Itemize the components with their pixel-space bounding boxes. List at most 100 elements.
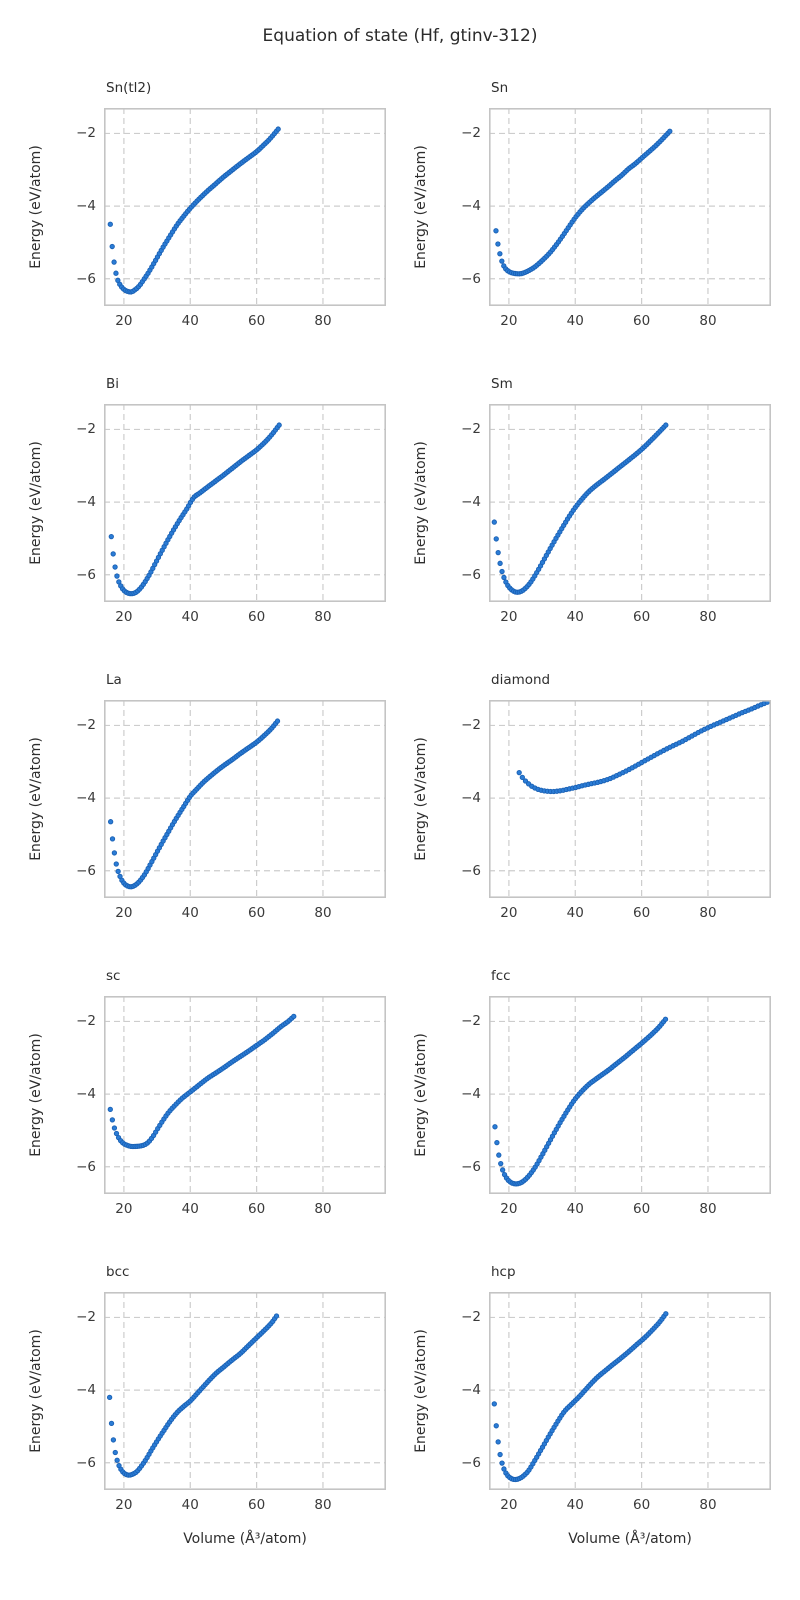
y-tick-label: −2 — [76, 421, 96, 438]
x-tick-label: 60 — [633, 1201, 651, 1217]
x-tick-label: 20 — [115, 609, 133, 625]
x-tick-label: 40 — [566, 609, 584, 625]
x-tick-label: 20 — [500, 609, 518, 625]
grid-lines — [489, 108, 771, 306]
y-tick-label: −6 — [461, 270, 481, 287]
x-tick-label: 40 — [181, 905, 199, 921]
plot-area — [489, 404, 771, 602]
x-tick-label: 80 — [314, 1497, 332, 1513]
axes-border — [489, 1292, 771, 1490]
y-axis-label: Energy (eV/atom) — [413, 441, 429, 565]
x-tick-label: 60 — [633, 1497, 651, 1513]
axes-border — [104, 1292, 386, 1490]
plot-area — [104, 1292, 386, 1490]
subplot-title: Sn(tl2) — [106, 80, 152, 96]
x-tick-label: 20 — [115, 313, 133, 329]
y-tick-label: −2 — [461, 1309, 481, 1326]
y-tick-label: −6 — [461, 566, 481, 583]
x-tick-label: 80 — [699, 1201, 717, 1217]
y-tick-label: −4 — [461, 1382, 481, 1399]
subplot-title: Sn — [491, 80, 509, 96]
grid-lines — [104, 700, 386, 898]
x-tick-label: 80 — [314, 313, 332, 329]
plot-area — [489, 996, 771, 1194]
subplot-title: diamond — [491, 672, 551, 688]
x-tick-label: 60 — [248, 313, 266, 329]
axes-border — [104, 404, 386, 602]
x-tick-label: 20 — [500, 1497, 518, 1513]
y-tick-label: −4 — [76, 494, 96, 511]
x-tick-label: 20 — [500, 313, 518, 329]
y-axis-label: Energy (eV/atom) — [413, 145, 429, 269]
y-tick-label: −4 — [76, 198, 96, 215]
grid-lines — [489, 700, 771, 898]
x-tick-label: 40 — [566, 1497, 584, 1513]
y-tick-label: −4 — [461, 1086, 481, 1103]
x-tick-label: 60 — [248, 1497, 266, 1513]
y-tick-label: −2 — [461, 125, 481, 142]
y-axis-label: Energy (eV/atom) — [413, 737, 429, 861]
y-tick-label: −4 — [76, 1086, 96, 1103]
x-tick-label: 60 — [633, 905, 651, 921]
x-tick-label: 60 — [633, 609, 651, 625]
scatter-points — [491, 422, 669, 595]
y-axis-label: Energy (eV/atom) — [28, 737, 44, 861]
plot-area — [489, 1292, 771, 1490]
y-tick-label: −2 — [76, 1013, 96, 1030]
y-tick-label: −2 — [76, 1309, 96, 1326]
x-tick-label: 80 — [314, 905, 332, 921]
axes-border — [104, 996, 386, 1194]
y-tick-label: −6 — [76, 862, 96, 879]
grid-lines — [489, 1292, 771, 1490]
x-axis-label: Volume (Å³/atom) — [183, 1531, 307, 1547]
axes-border — [489, 108, 771, 306]
scatter-points — [107, 126, 281, 295]
plot-area — [104, 700, 386, 898]
subplot-title: sc — [106, 968, 121, 984]
y-tick-label: −6 — [461, 1454, 481, 1471]
axes-border — [489, 700, 771, 898]
y-tick-label: −2 — [76, 717, 96, 734]
axes-border — [489, 404, 771, 602]
grid-lines — [104, 404, 386, 602]
axes-border — [104, 700, 386, 898]
scatter-points — [106, 1313, 280, 1478]
y-tick-label: −4 — [76, 790, 96, 807]
x-tick-label: 40 — [181, 609, 199, 625]
subplot-title: bcc — [106, 1264, 130, 1280]
scatter-points — [516, 700, 770, 795]
subplot-title: Sm — [491, 376, 513, 392]
x-tick-label: 80 — [699, 905, 717, 921]
x-tick-label: 60 — [633, 313, 651, 329]
x-tick-label: 20 — [500, 1201, 518, 1217]
grid-lines — [489, 404, 771, 602]
x-tick-label: 20 — [115, 905, 133, 921]
subplot-title: fcc — [491, 968, 511, 984]
plot-area — [489, 108, 771, 306]
subplot-title: Bi — [106, 376, 120, 392]
x-tick-label: 80 — [314, 609, 332, 625]
plot-area — [489, 700, 771, 898]
y-tick-label: −4 — [461, 494, 481, 511]
y-tick-label: −4 — [461, 790, 481, 807]
x-tick-label: 60 — [248, 1201, 266, 1217]
y-tick-label: −6 — [76, 1454, 96, 1471]
x-tick-label: 60 — [248, 905, 266, 921]
scatter-points — [492, 1016, 669, 1187]
x-tick-label: 80 — [699, 609, 717, 625]
y-tick-label: −6 — [76, 566, 96, 583]
y-tick-label: −6 — [76, 1158, 96, 1175]
y-tick-label: −4 — [76, 1382, 96, 1399]
x-tick-label: 20 — [500, 905, 518, 921]
x-tick-label: 40 — [181, 1497, 199, 1513]
x-tick-label: 40 — [566, 905, 584, 921]
grid-lines — [104, 108, 386, 306]
subplot-title: hcp — [491, 1264, 516, 1280]
x-tick-label: 40 — [566, 1201, 584, 1217]
y-tick-label: −2 — [461, 717, 481, 734]
plot-area — [104, 996, 386, 1194]
y-tick-label: −2 — [461, 421, 481, 438]
plot-area — [104, 108, 386, 306]
axes-border — [489, 996, 771, 1194]
